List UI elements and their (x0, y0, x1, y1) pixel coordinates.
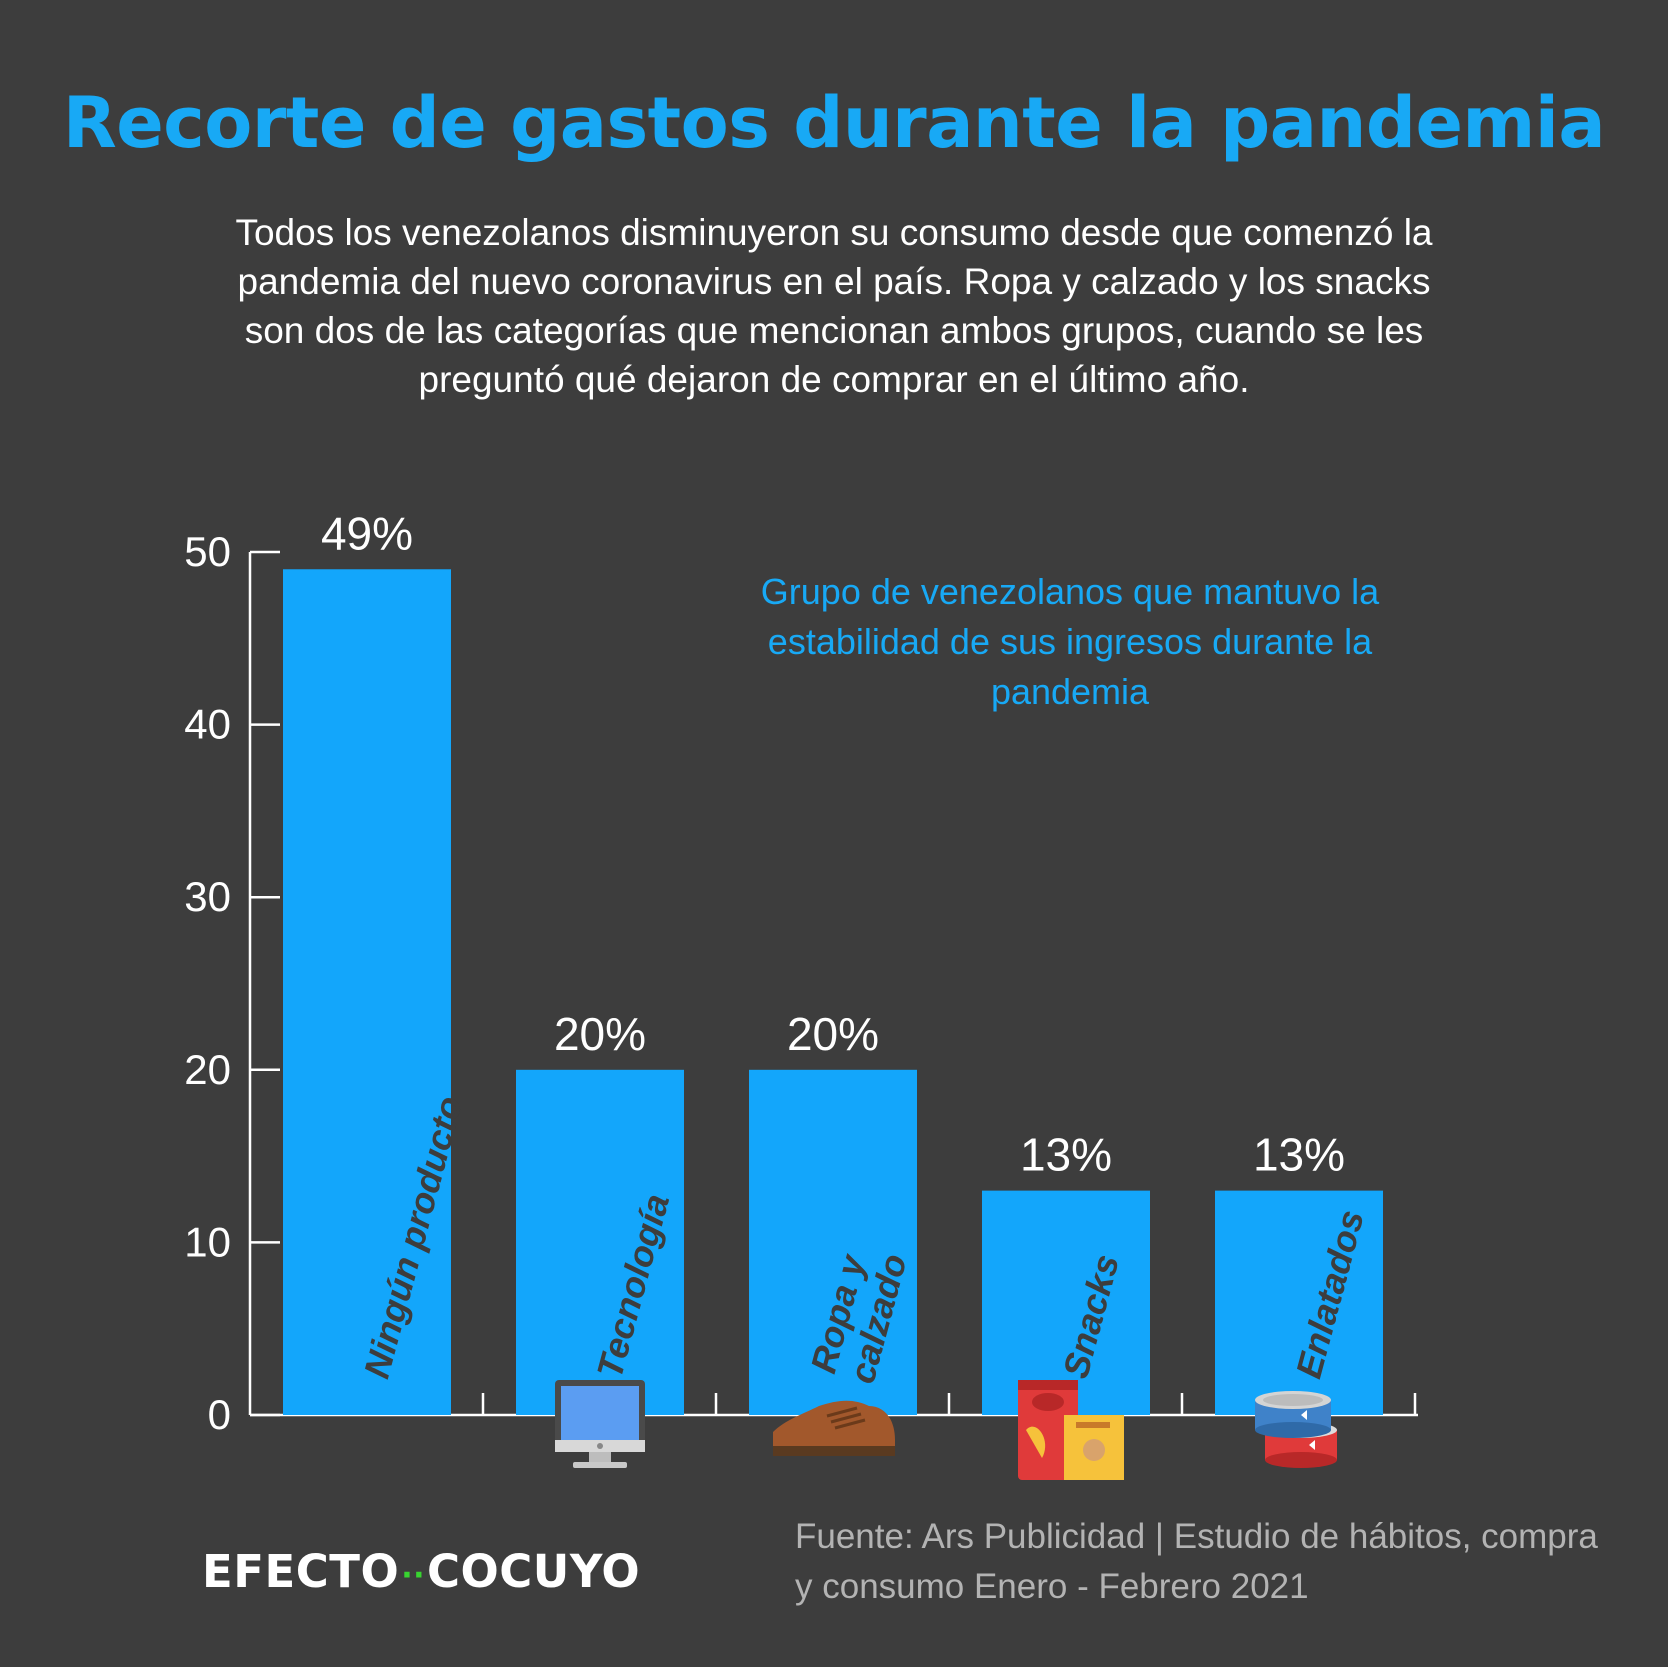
logo-word-right: COCUYO (427, 1545, 641, 1598)
y-tick-label: 40 (184, 701, 231, 748)
bar (516, 1069, 684, 1415)
bar (982, 1190, 1150, 1415)
subtitle: Todos los venezolanos disminuyeron su co… (235, 212, 1433, 400)
logo-word-left: EFECTO (202, 1545, 400, 1598)
bar-value-label: 20% (554, 1008, 646, 1060)
shoe-icon (773, 1400, 895, 1456)
bar-value-label: 13% (1020, 1129, 1112, 1181)
bar (749, 1069, 917, 1415)
page-title: Recorte de gastos durante la pandemia (62, 82, 1606, 164)
logo-dots: ·· (401, 1557, 425, 1593)
brand-logo: EFECTO··COCUYO (202, 1545, 640, 1598)
bar-value-label: 13% (1253, 1129, 1345, 1181)
y-tick-label: 0 (208, 1391, 231, 1438)
snacks-icon (1018, 1380, 1124, 1480)
category-icons (555, 1380, 1337, 1480)
monitor-icon (555, 1380, 645, 1468)
bar-value-label: 20% (787, 1008, 879, 1060)
y-tick-label: 50 (184, 528, 231, 575)
bar (283, 569, 451, 1415)
y-tick-label: 30 (184, 873, 231, 920)
y-tick-label: 20 (184, 1046, 231, 1093)
bar (1215, 1190, 1383, 1415)
canned-food-icon (1255, 1391, 1337, 1468)
series-annotation: Grupo de venezolanos que mantuvo la esta… (760, 571, 1380, 712)
y-tick-label: 10 (184, 1218, 231, 1265)
bar-value-label: 49% (321, 507, 413, 559)
source-note: Fuente: Ars Publicidad | Estudio de hábi… (795, 1517, 1598, 1606)
